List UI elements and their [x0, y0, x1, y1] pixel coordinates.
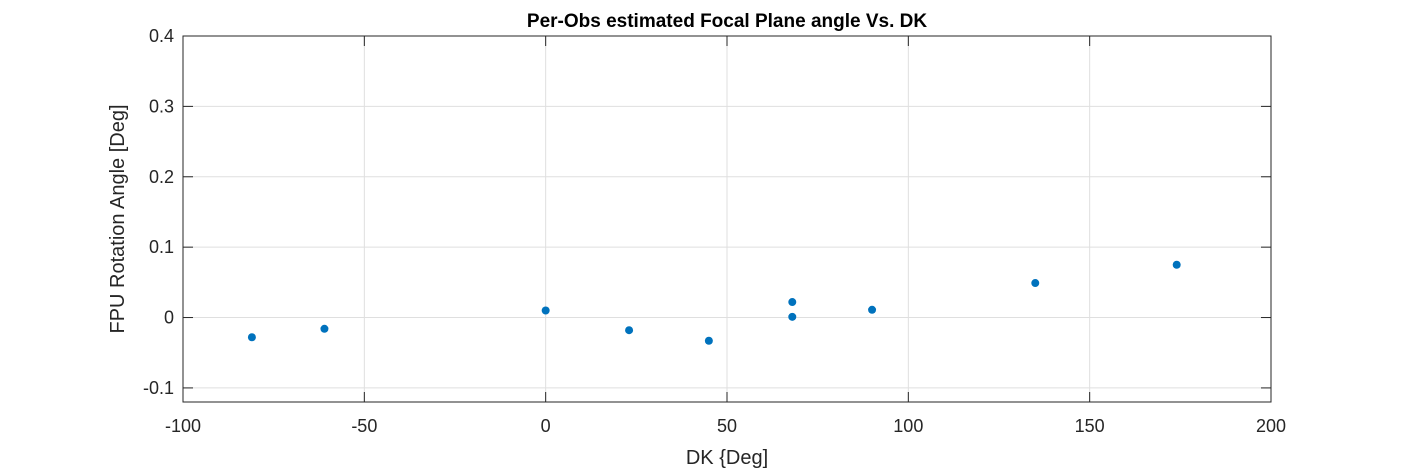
x-tick-label: 100 [893, 416, 923, 436]
data-point [704, 336, 713, 345]
x-tick-label: -50 [351, 416, 377, 436]
data-point [788, 312, 797, 321]
axis-ticks [182, 35, 1272, 402]
data-point [320, 324, 329, 333]
data-point [625, 326, 634, 335]
x-axis-label: DK {Deg] [686, 447, 768, 469]
data-series [247, 260, 1181, 345]
data-point [1172, 260, 1181, 269]
data-point [788, 298, 797, 307]
data-point [1031, 279, 1040, 288]
x-tick-label: -100 [165, 416, 201, 436]
x-tick-label: 200 [1256, 416, 1286, 436]
data-point [247, 333, 256, 342]
x-tick-label: 150 [1075, 416, 1105, 436]
x-axis-tick-labels: -100 -50 0 50 100 150 200 [165, 416, 1286, 436]
y-tick-label: 0.3 [149, 96, 174, 116]
data-point [868, 305, 877, 314]
chart-title: Per-Obs estimated Focal Plane angle Vs. … [527, 11, 927, 32]
y-tick-label: 0.2 [149, 167, 174, 187]
y-axis-tick-labels: -0.1 0 0.1 0.2 0.3 0.4 [143, 26, 174, 398]
data-point [541, 306, 550, 315]
y-tick-label: -0.1 [143, 378, 174, 398]
y-tick-label: 0.1 [149, 237, 174, 257]
grid [182, 35, 1272, 402]
y-axis-label: FPU Rotation Angle [Deg] [107, 104, 129, 333]
y-tick-label: 0 [164, 308, 174, 328]
x-tick-label: 50 [717, 416, 737, 436]
y-tick-label: 0.4 [149, 26, 174, 46]
x-tick-label: 0 [541, 416, 551, 436]
